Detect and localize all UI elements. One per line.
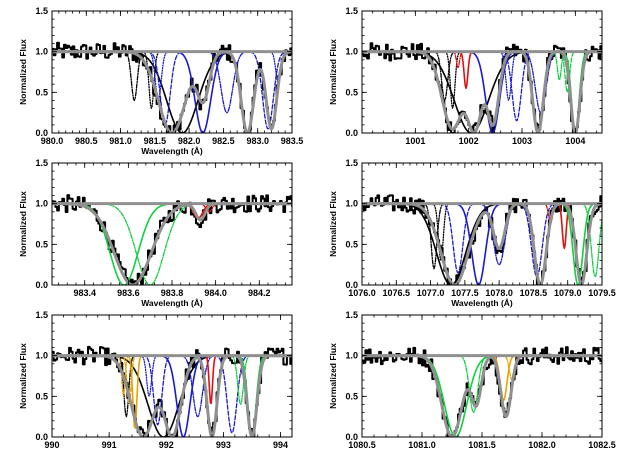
y-tick-label: 1.5: [345, 158, 358, 168]
component-profile-1: [362, 354, 602, 437]
plot-area: [52, 41, 292, 133]
total-model-curve: [52, 50, 292, 133]
x-tick-label: 1081.0: [408, 440, 436, 450]
y-axis-label: Normalized Flux: [328, 39, 338, 105]
flux-data-histogram: [362, 346, 602, 437]
x-tick-label: 983.6: [117, 288, 140, 298]
panel-bottom-right: 0.0 0.5 1.0 1.5 1080.5 1081.0 1081.5 1082.0 1082…: [328, 310, 616, 450]
x-tick-label: 1004: [565, 136, 585, 146]
x-axis-label: Wavelength (Å): [141, 298, 203, 308]
y-tick-label: 1.0: [345, 351, 358, 361]
y-axis-label: Normalized Flux: [18, 191, 28, 257]
x-tick-label: 1002: [459, 136, 479, 146]
x-tick-label: 1077.5: [451, 288, 479, 298]
x-tick-label: 990: [44, 440, 59, 450]
x-tick-label: 1082.5: [588, 440, 616, 450]
plot-frame: [51, 162, 293, 286]
y-tick-label: 0.5: [35, 87, 48, 97]
x-tick-label: 1076.5: [383, 288, 411, 298]
x-tick-label: 992: [159, 440, 174, 450]
y-tick-label: 0.5: [345, 87, 358, 97]
y-tick-label: 0.0: [345, 432, 358, 442]
y-axis-label: Normalized Flux: [18, 39, 28, 105]
x-tick-label: 994: [273, 440, 288, 450]
y-tick-label: 0.0: [35, 128, 48, 138]
y-tick-label: 1.0: [35, 351, 48, 361]
total-model-curve: [52, 354, 292, 437]
y-tick-label: 0.5: [35, 239, 48, 249]
x-tick-label: 1082.0: [528, 440, 556, 450]
plot-area: [362, 194, 602, 285]
total-model-curve: [362, 50, 602, 133]
plot-area: [52, 345, 292, 437]
y-tick-label: 1.0: [35, 199, 48, 209]
x-tick-label: 981.5: [144, 136, 167, 146]
x-tick-label: 1078.0: [485, 288, 513, 298]
y-axis-label: Normalized Flux: [18, 343, 28, 409]
component-profile-1: [52, 202, 292, 285]
x-tick-label: 982.0: [178, 136, 201, 146]
panel-top-left: 0.0 0.5 1.0 1.5 980.0 980.5 981.0 981.5 982.0 982…: [18, 6, 303, 156]
plot-area: [362, 346, 602, 437]
x-tick-label: 980.0: [41, 136, 64, 146]
panel-top-right: 0.0 0.5 1.0 1.5 1001 1002 1003 1004 Normalized F…: [328, 6, 603, 146]
x-tick-label: 993: [216, 440, 231, 450]
y-tick-label: 0.0: [35, 280, 48, 290]
x-tick-label: 1078.5: [520, 288, 548, 298]
y-tick-label: 1.5: [345, 310, 358, 320]
y-tick-label: 1.5: [345, 6, 358, 16]
x-tick-label: 984.2: [248, 288, 271, 298]
y-tick-label: 0.5: [345, 239, 358, 249]
total-model-curve: [362, 354, 602, 437]
x-tick-label: 981.0: [109, 136, 132, 146]
x-tick-label: 983.4: [73, 288, 96, 298]
panel-middle-right: 0.0 0.5 1.0 1.5 1076.0 1076.5 1077.0 1077.5 1078…: [328, 158, 616, 308]
y-tick-label: 1.0: [35, 47, 48, 57]
x-tick-label: 982.5: [212, 136, 235, 146]
x-tick-label: 983.0: [246, 136, 269, 146]
y-tick-label: 1.5: [35, 158, 48, 168]
x-tick-label: 984.0: [204, 288, 227, 298]
x-axis-label: Wavelength (Å): [451, 298, 513, 308]
y-tick-label: 1.0: [345, 199, 358, 209]
panel-bottom-left: 0.0 0.5 1.0 1.5 990 991 992 993 994 Normalized Fl…: [18, 310, 293, 450]
y-tick-label: 1.0: [345, 47, 358, 57]
x-tick-label: 1079.0: [554, 288, 582, 298]
y-tick-label: 0.0: [345, 280, 358, 290]
plot-frame: [361, 10, 603, 134]
plot-frame: [51, 314, 293, 438]
y-axis-label: Normalized Flux: [328, 343, 338, 409]
component-profile-2: [52, 203, 292, 285]
total-model-curve: [52, 202, 292, 285]
plot-frame: [51, 10, 293, 134]
y-tick-label: 0.0: [35, 432, 48, 442]
x-tick-label: 1080.5: [348, 440, 376, 450]
y-tick-label: 0.5: [35, 391, 48, 401]
y-tick-label: 0.0: [345, 128, 358, 138]
plot-frame: [361, 162, 603, 286]
y-tick-label: 0.5: [345, 391, 358, 401]
x-tick-label: 1001: [405, 136, 425, 146]
x-tick-label: 1081.5: [468, 440, 496, 450]
x-tick-label: 1003: [512, 136, 532, 146]
x-tick-label: 983.8: [161, 288, 184, 298]
y-tick-label: 1.5: [35, 6, 48, 16]
y-axis-label: Normalized Flux: [328, 191, 338, 257]
y-tick-label: 1.5: [35, 310, 48, 320]
x-axis-label: Wavelength (Å): [141, 146, 203, 156]
x-tick-label: 1076.0: [348, 288, 376, 298]
plot-area: [362, 42, 602, 133]
x-tick-label: 1077.0: [417, 288, 445, 298]
x-tick-label: 1079.5: [588, 288, 616, 298]
x-tick-label: 983.5: [281, 136, 304, 146]
x-tick-label: 980.5: [75, 136, 98, 146]
plot-area: [52, 194, 292, 285]
x-tick-label: 991: [102, 440, 117, 450]
flux-data-histogram: [362, 42, 602, 133]
total-model-curve: [362, 202, 602, 285]
panel-middle-left: 0.0 0.5 1.0 1.5 983.4 983.6 983.8 984.0 984.2 Nor…: [18, 158, 293, 308]
